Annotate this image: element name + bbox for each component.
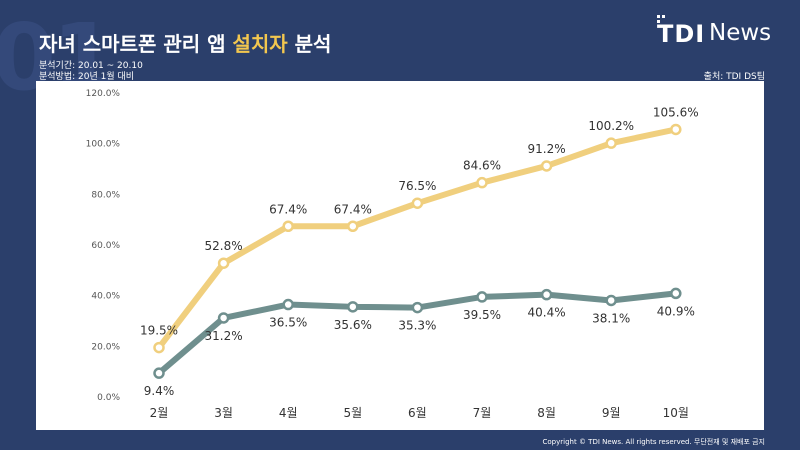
series-1-point [476, 176, 488, 189]
series-2-data-label: 40.9% [657, 304, 695, 318]
logo-dots-icon [657, 15, 667, 25]
line-chart: 0.0% 20.0% 40.0% 60.0% 80.0% 100.0% 120.0% 2월 3월… [86, 89, 699, 420]
series-2-point [411, 301, 424, 314]
x-tick-label: 8월 [537, 406, 556, 420]
title-text: 자녀 스마트폰 관리 앱 [39, 32, 233, 56]
x-tick-label: 9월 [602, 406, 621, 420]
series-1-point [153, 341, 165, 354]
y-tick-label: 100.0% [86, 140, 121, 150]
series-1-data-label: 84.6% [463, 159, 501, 173]
x-tick-label: 4월 [279, 406, 298, 420]
logo-tdi: TDI [657, 20, 706, 48]
y-tick-label: 20.0% [91, 342, 120, 352]
series-1-data-label: 91.2% [528, 142, 566, 156]
series-2-data-label: 38.1% [592, 311, 630, 325]
series-1-point [670, 123, 682, 136]
series-2-data-label: 40.4% [528, 306, 566, 320]
y-tick-label: 80.0% [91, 190, 120, 200]
series-1-data-label: 100.2% [588, 119, 634, 133]
x-tick-label: 7월 [473, 406, 492, 420]
x-tick-label: 6월 [408, 406, 427, 420]
series-2-point [282, 298, 294, 311]
x-tick-label: 5월 [343, 406, 362, 420]
series-2-data-label: 35.3% [398, 319, 436, 333]
y-tick-label: 40.0% [91, 292, 120, 302]
series-2-data-label: 35.6% [334, 318, 372, 332]
page-title: 자녀 스마트폰 관리 앱 설치자 분석 [39, 28, 331, 57]
y-tick-label: 120.0% [86, 89, 121, 99]
logo-news: News [709, 20, 772, 46]
series-2-point [476, 291, 488, 303]
series-1-point [347, 220, 359, 233]
series-1-data-label: 52.8% [205, 239, 243, 253]
series-1-point [217, 257, 230, 269]
chart-panel: 0.0% 20.0% 40.0% 60.0% 80.0% 100.0% 120.0% 2월 3월… [36, 81, 764, 430]
series-1-point [282, 220, 294, 233]
x-tick-label: 2월 [150, 406, 169, 420]
series-2-point [605, 294, 617, 307]
x-tick-label: 3월 [214, 406, 233, 420]
series-1-point [540, 160, 553, 172]
series-1-data-label: 19.5% [140, 324, 178, 338]
series-2-data-label: 39.5% [463, 308, 501, 322]
series-2-data-label: 9.4% [144, 384, 175, 398]
series-2-point [217, 312, 230, 324]
y-tick-label: 60.0% [91, 241, 120, 251]
analysis-method: 분석방법: 20년 1월 대비 [39, 72, 135, 82]
series-2-point [347, 301, 359, 313]
analysis-period: 분석기간: 20.01 ~ 20.10 [39, 61, 143, 71]
source-label: 출처: TDI DS팀 [703, 72, 765, 82]
y-tick-label: 0.0% [97, 393, 120, 403]
series-2-point [153, 367, 165, 379]
series-1-point [411, 197, 424, 209]
title-suffix: 분석 [287, 32, 332, 56]
series-2-point [540, 288, 553, 301]
x-tick-label: 10월 [663, 406, 689, 420]
series-1-data-label: 76.5% [398, 179, 436, 193]
copyright-notice: Copyright © TDI News. All rights reserve… [542, 438, 765, 446]
series-1-point [605, 137, 617, 149]
series-1-data-label: 105.6% [653, 105, 699, 119]
title-highlight: 설치자 [232, 32, 288, 56]
series-2-data-label: 31.2% [205, 329, 243, 343]
series-2-data-label: 36.5% [269, 316, 307, 330]
series-1-data-label: 67.4% [269, 202, 307, 216]
series-1-data-label: 67.4% [334, 202, 372, 216]
series-2-point [670, 287, 682, 300]
